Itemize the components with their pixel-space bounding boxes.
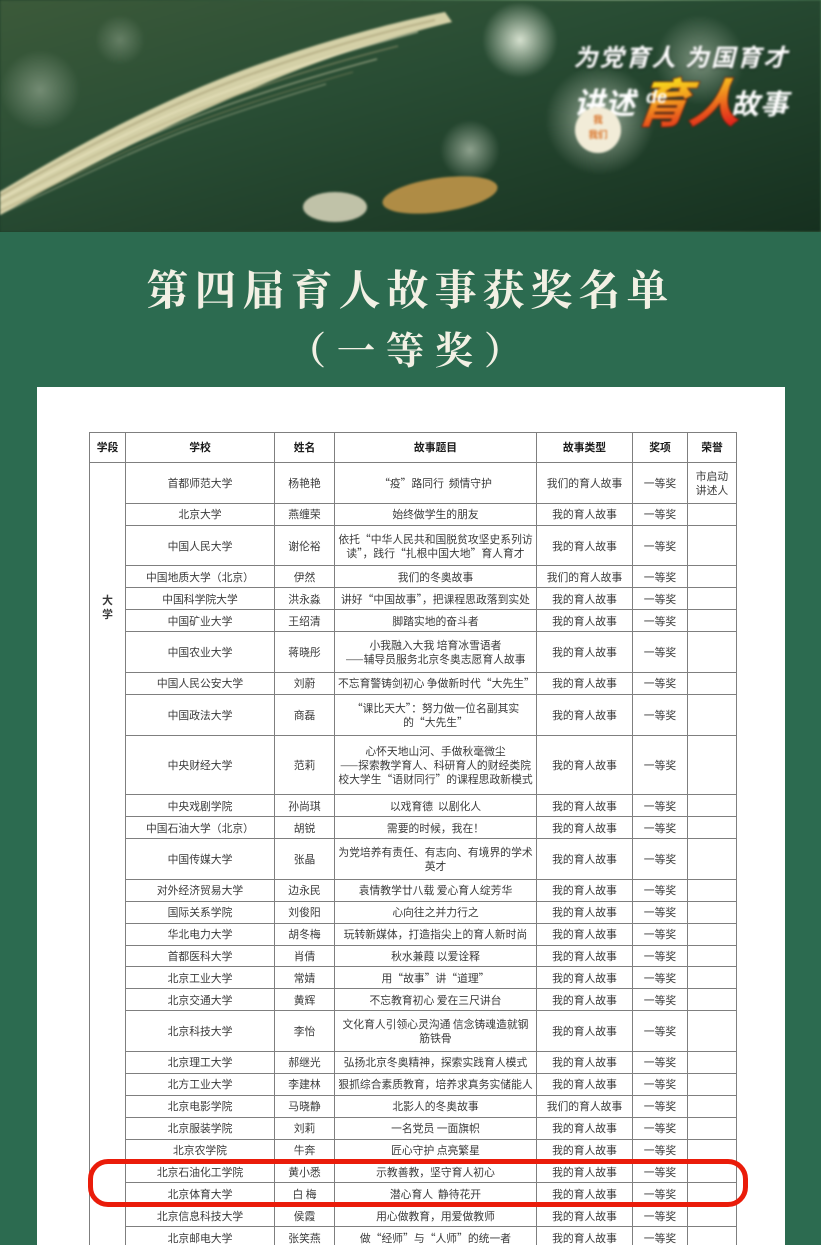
svg-text:de: de [646,87,667,107]
svg-text:我: 我 [593,112,603,126]
svg-text:我们: 我们 [588,127,607,141]
